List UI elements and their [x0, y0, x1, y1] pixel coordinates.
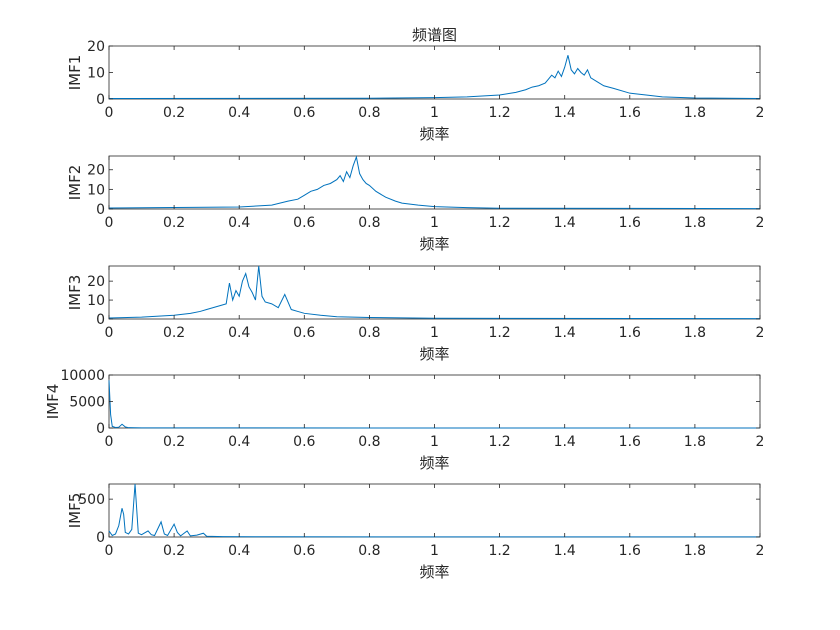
x-tick-label: 1.4 [554, 434, 576, 450]
y-tick-label: 10 [87, 293, 105, 309]
x-tick-label: 0.4 [228, 105, 250, 121]
x-tick-label: 0.4 [228, 543, 250, 559]
chart-title: 频谱图 [412, 26, 457, 44]
x-tick-label: 1.8 [684, 434, 706, 450]
x-tick-label: 1.8 [684, 325, 706, 341]
subplot-4: 0 0.2 0.4 0.6 0.8 1 1.2 1.4 1.6 1.8 2 0 5000 10000 频率 I… [44, 368, 764, 472]
y-tick-label: 500 [78, 492, 105, 508]
series-line [108, 265, 761, 320]
x-axis-label: 频率 [419, 125, 449, 143]
x-tick-label: 2 [756, 215, 765, 231]
x-tick-label: 0.2 [163, 543, 185, 559]
subplots-group: 0 0.2 0.4 0.6 0.8 1 1.2 1.4 1.6 1.8 201020频率IMF1频谱… [44, 26, 764, 581]
y-tick-label: 0 [96, 202, 105, 218]
x-tick-label: 1.2 [488, 325, 510, 341]
x-tick-label: 1.2 [488, 543, 510, 559]
x-tick-label: 1.2 [488, 434, 510, 450]
y-axis-label: IMF4 [44, 384, 62, 420]
x-tick-label: 0.2 [163, 215, 185, 231]
x-tick-label: 1.8 [684, 215, 706, 231]
y-tick-label: 0 [96, 312, 105, 328]
x-tick-label: 1.6 [619, 215, 641, 231]
axes-box [108, 155, 761, 210]
y-tick-label: 10000 [60, 368, 105, 384]
y-axis-label: IMF3 [66, 275, 84, 311]
x-axis-label: 频率 [419, 235, 449, 253]
x-tick-label: 2 [756, 105, 765, 121]
x-tick-label: 1 [430, 325, 439, 341]
x-tick-label: 0 [105, 325, 114, 341]
subplot-1: 0 0.2 0.4 0.6 0.8 1 1.2 1.4 1.6 1.8 201020频率IMF1频谱… [66, 26, 764, 143]
axes-box [108, 45, 761, 100]
x-tick-label: 0.8 [358, 215, 380, 231]
axes-box [108, 374, 761, 429]
x-tick-label: 1.4 [554, 325, 576, 341]
x-tick-label: 0.8 [358, 105, 380, 121]
x-tick-label: 0.4 [228, 215, 250, 231]
x-tick-label: 0.8 [358, 543, 380, 559]
y-tick-label: 10 [87, 182, 105, 198]
series-line [108, 155, 761, 210]
subplot-5: 0 0.2 0.4 0.6 0.8 1 1.2 1.4 1.6 1.8 2 0 500 频率 IMF5 [66, 483, 765, 581]
x-axis-label: 频率 [419, 345, 449, 363]
x-tick-label: 1.4 [554, 105, 576, 121]
x-tick-label: 0 [105, 543, 114, 559]
x-tick-label: 1.6 [619, 434, 641, 450]
x-tick-label: 1 [430, 434, 439, 450]
y-tick-label: 5000 [69, 395, 105, 411]
x-tick-label: 0 [105, 215, 114, 231]
y-tick-label: 0 [96, 421, 105, 437]
y-axis-label: IMF5 [66, 493, 84, 529]
x-tick-label: 1.6 [619, 543, 641, 559]
series-line [108, 483, 761, 538]
x-tick-label: 1.6 [619, 325, 641, 341]
axes-box [108, 265, 761, 320]
x-tick-label: 0.6 [293, 325, 315, 341]
series-line [108, 55, 761, 99]
x-tick-label: 1 [430, 543, 439, 559]
x-tick-label: 0.8 [358, 325, 380, 341]
y-tick-label: 0 [96, 530, 105, 546]
x-tick-label: 0.6 [293, 105, 315, 121]
y-tick-label: 10 [87, 66, 105, 82]
x-tick-label: 2 [756, 325, 765, 341]
x-tick-label: 0.6 [293, 215, 315, 231]
x-tick-label: 0 [105, 434, 114, 450]
y-tick-label: 0 [96, 92, 105, 108]
y-tick-label: 20 [87, 39, 105, 55]
x-tick-label: 0.4 [228, 434, 250, 450]
x-tick-label: 0.6 [293, 434, 315, 450]
x-tick-label: 0.6 [293, 543, 315, 559]
x-tick-label: 0.4 [228, 325, 250, 341]
x-tick-label: 1.4 [554, 543, 576, 559]
y-axis-label: IMF2 [66, 165, 84, 201]
x-tick-label: 0.2 [163, 325, 185, 341]
x-tick-label: 1.8 [684, 105, 706, 121]
x-tick-label: 1 [430, 105, 439, 121]
x-tick-label: 1.2 [488, 105, 510, 121]
y-axis-label: IMF1 [66, 55, 84, 91]
x-tick-label: 0.8 [358, 434, 380, 450]
y-tick-label: 20 [87, 163, 105, 179]
x-tick-label: 2 [756, 434, 765, 450]
x-tick-label: 0.2 [163, 434, 185, 450]
x-tick-label: 2 [756, 543, 765, 559]
x-tick-label: 1.6 [619, 105, 641, 121]
x-axis-label: 频率 [419, 454, 449, 472]
x-tick-label: 1.2 [488, 215, 510, 231]
x-tick-label: 0.2 [163, 105, 185, 121]
axes-box [108, 483, 761, 538]
series-line [108, 380, 761, 429]
x-tick-label: 1.8 [684, 543, 706, 559]
x-tick-label: 1 [430, 215, 439, 231]
x-axis-label: 频率 [419, 563, 449, 581]
x-tick-label: 1.4 [554, 215, 576, 231]
y-tick-label: 20 [87, 274, 105, 290]
x-tick-label: 0 [105, 105, 114, 121]
